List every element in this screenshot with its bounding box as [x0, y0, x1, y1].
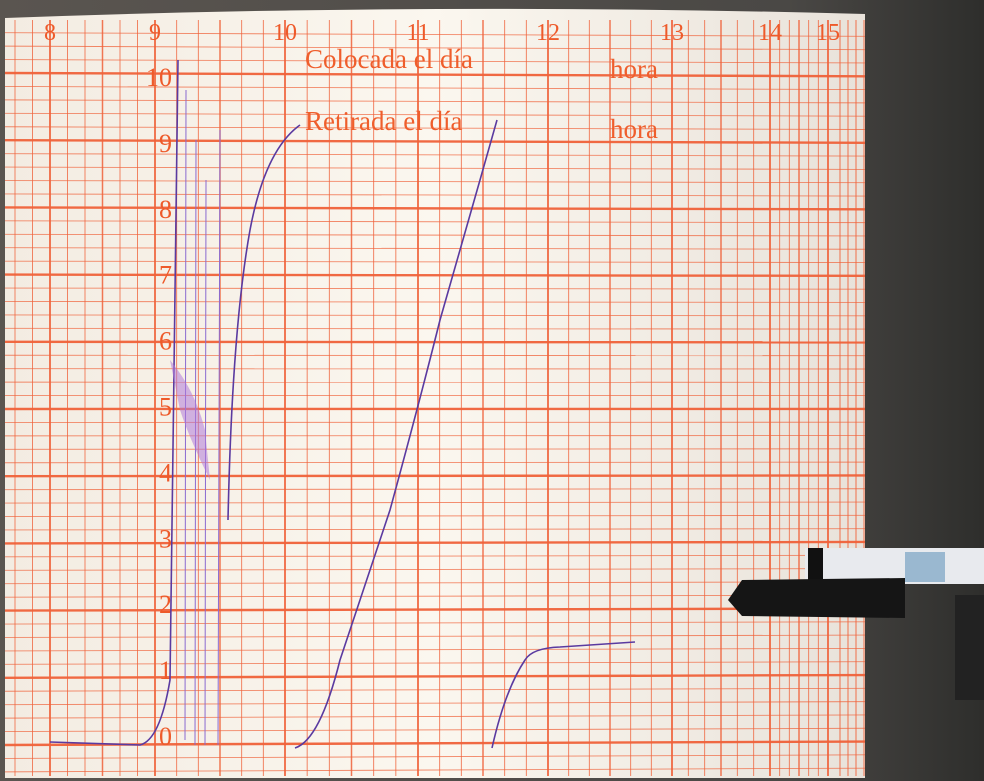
scale-label: 3 — [159, 524, 172, 553]
hour-label: 11 — [406, 20, 429, 46]
scale-label: 1 — [159, 656, 172, 685]
scale-label: 7 — [159, 261, 172, 290]
trace — [294, 119, 498, 749]
trace — [227, 124, 301, 521]
pen-arm — [728, 548, 984, 700]
trace — [491, 641, 636, 749]
hour-label: 14 — [758, 20, 782, 46]
hour-label: 15 — [816, 20, 840, 46]
pen-clamp — [808, 548, 823, 584]
trace — [49, 59, 179, 746]
form-removed-hour: hora — [610, 114, 658, 144]
pen-head — [728, 578, 905, 618]
form-placed: Colocada el día — [305, 44, 473, 74]
hour-label: 12 — [536, 20, 560, 46]
scale-label: 5 — [159, 393, 172, 422]
major-grid-line — [4, 540, 866, 545]
hour-label: 9 — [149, 20, 161, 46]
form-removed: Retirada el día — [305, 106, 462, 136]
minor-grid-line — [4, 461, 866, 464]
bracket — [955, 595, 984, 700]
scale-label: 2 — [159, 590, 172, 619]
hour-label: 8 — [44, 20, 56, 46]
pen-arm-tape — [905, 552, 945, 582]
scale-label: 10 — [146, 63, 172, 92]
hour-label: 10 — [273, 20, 297, 46]
major-grid-line — [4, 474, 866, 478]
scale-label: 4 — [159, 458, 172, 487]
major-grid-line — [4, 273, 866, 278]
scale-label: 8 — [159, 195, 172, 224]
scale-label: 9 — [159, 129, 172, 158]
hour-label: 13 — [660, 20, 684, 46]
scale-label: 0 — [159, 722, 172, 751]
pen-arm-strip — [805, 548, 984, 584]
ink-smudge — [170, 360, 210, 480]
form-placed-hour: hora — [610, 54, 658, 84]
scale-label: 6 — [159, 327, 172, 356]
grid — [4, 20, 866, 776]
